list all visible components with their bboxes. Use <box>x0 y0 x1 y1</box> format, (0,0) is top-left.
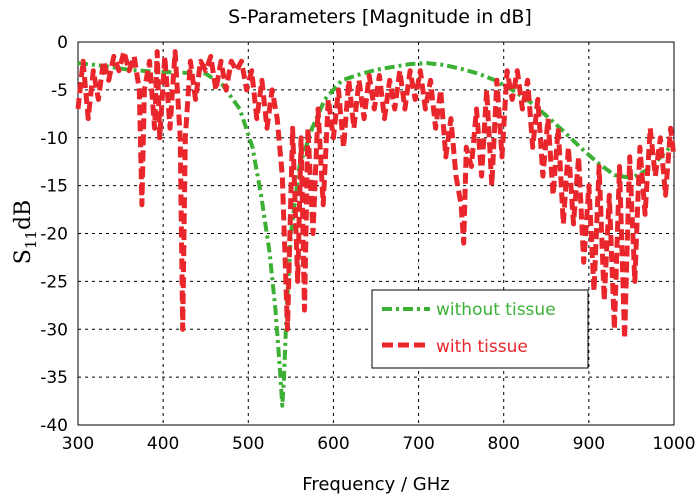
y-tick-label: -20 <box>40 225 68 245</box>
x-axis-label: Frequency / GHz <box>302 474 449 495</box>
x-tick-label: 600 <box>317 434 349 454</box>
series-line-with-tissue <box>75 49 677 342</box>
y-tick-label: -15 <box>40 177 68 197</box>
legend-label-with-tissue: with tissue <box>436 337 528 357</box>
y-tick-label: -5 <box>51 81 68 101</box>
y-tick-label: -30 <box>40 320 68 340</box>
y-tick-label: -35 <box>40 368 68 388</box>
chart-title: S-Parameters [Magnitude in dB] <box>228 6 532 28</box>
y-axis-label-suffix: dB <box>11 200 36 230</box>
x-tick-label: 900 <box>573 434 605 454</box>
legend-box <box>371 289 589 369</box>
y-axis-label: S11dB <box>11 200 40 264</box>
y-axis-label-main: S <box>11 249 36 264</box>
y-tick-label: -40 <box>40 416 68 436</box>
x-tick-label: 400 <box>147 434 179 454</box>
y-tick-labels: 0 -5 -10 -15 -20 -25 -30 -35 -40 <box>40 33 68 436</box>
y-axis-label-subscript: 11 <box>22 230 40 249</box>
x-tick-labels: 300 400 500 600 700 800 900 1000 <box>62 434 696 454</box>
y-tick-label: -25 <box>40 272 68 292</box>
legend: without tissue with tissue <box>371 289 589 369</box>
y-tick-label: 0 <box>57 33 68 53</box>
series-layer <box>75 49 677 408</box>
x-tick-label: 300 <box>62 434 94 454</box>
x-tick-label: 500 <box>232 434 264 454</box>
legend-label-without-tissue: without tissue <box>436 300 556 320</box>
series-line-without-tissue <box>77 61 676 408</box>
y-tick-label: -10 <box>40 129 68 149</box>
x-tick-label: 800 <box>487 434 519 454</box>
x-tick-label: 700 <box>402 434 434 454</box>
x-tick-label: 1000 <box>652 434 695 454</box>
